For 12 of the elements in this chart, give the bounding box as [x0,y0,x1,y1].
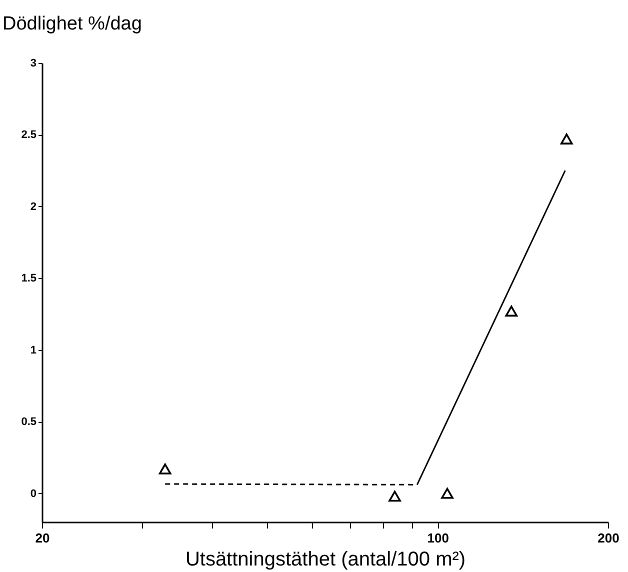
y-tick-label: 2 [30,200,36,213]
y-tick-label: 3 [30,58,36,70]
y-tick-label: 0 [30,488,36,500]
y-tick-label: 0.5 [21,416,36,428]
x-tick-label: 100 [427,530,449,546]
x-tick-label: 200 [598,530,620,546]
x-axis-title: Utsättningstäthet (antal/100 m²) [185,548,466,570]
y-tick-label: 1 [30,344,36,356]
y-axis-title: Dödlighet %/dag [2,14,142,34]
x-tick-label: 20 [35,530,50,546]
y-tick-label: 1.5 [21,272,36,285]
y-tick-label: 2.5 [21,129,36,142]
